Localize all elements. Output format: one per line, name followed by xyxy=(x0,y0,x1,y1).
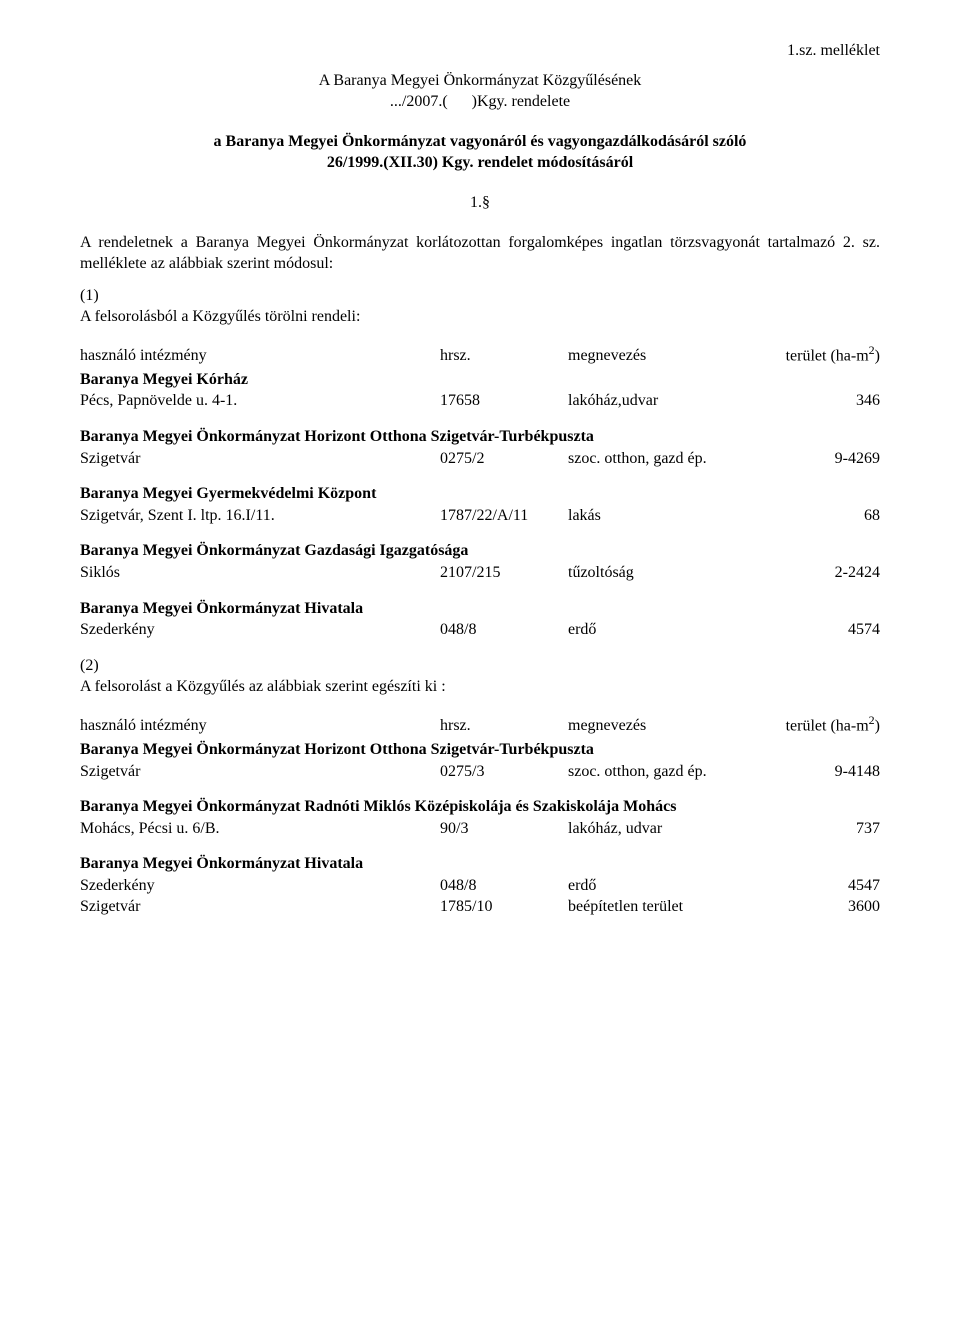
section-title: Baranya Megyei Önkormányzat Hivatala xyxy=(80,598,880,620)
list-header-row: használó intézmény hrsz. megnevezés terü… xyxy=(80,712,880,737)
property-location: Szigetvár xyxy=(80,448,440,470)
part-2-number: (2) xyxy=(80,655,880,677)
header-col-area: terület (ha-m2) xyxy=(784,712,880,737)
section-number: 1.§ xyxy=(80,192,880,214)
header-col-designation: megnevezés xyxy=(568,345,784,367)
header-date-prefix: .../2007.( xyxy=(390,93,448,110)
header-col-area: terület (ha-m2) xyxy=(784,342,880,367)
property-row: Szigetvár 1785/10 beépítetlen terület 36… xyxy=(80,896,880,918)
property-hrsz: 2107/215 xyxy=(440,562,568,584)
part-1-text: A felsorolásból a Közgyűlés törölni rend… xyxy=(80,306,880,328)
property-designation: tűzoltóság xyxy=(568,562,784,584)
property-designation: szoc. otthon, gazd ép. xyxy=(568,448,784,470)
property-hrsz: 048/8 xyxy=(440,619,568,641)
property-row: Siklós 2107/215 tűzoltóság 2-2424 xyxy=(80,562,880,584)
property-hrsz: 0275/2 xyxy=(440,448,568,470)
property-area: 737 xyxy=(784,818,880,840)
section-title: Baranya Megyei Önkormányzat Horizont Ott… xyxy=(80,739,880,761)
property-row: Pécs, Papnövelde u. 4-1. 17658 lakóház,u… xyxy=(80,390,880,412)
header-col-institution: használó intézmény xyxy=(80,715,440,737)
property-location: Mohács, Pécsi u. 6/B. xyxy=(80,818,440,840)
property-location: Pécs, Papnövelde u. 4-1. xyxy=(80,390,440,412)
property-area: 4574 xyxy=(784,619,880,641)
property-location: Szederkény xyxy=(80,875,440,897)
property-row: Szederkény 048/8 erdő 4547 xyxy=(80,875,880,897)
title-line-1: a Baranya Megyei Önkormányzat vagyonáról… xyxy=(80,131,880,153)
header-col-hrsz: hrsz. xyxy=(440,345,568,367)
area-label-prefix: terület (ha-m xyxy=(786,717,869,734)
property-hrsz: 1787/22/A/11 xyxy=(440,505,568,527)
section-title: Baranya Megyei Önkormányzat Hivatala xyxy=(80,853,880,875)
property-hrsz: 17658 xyxy=(440,390,568,412)
property-hrsz: 90/3 xyxy=(440,818,568,840)
section-title: Baranya Megyei Gyermekvédelmi Központ xyxy=(80,483,880,505)
property-designation: beépítetlen terület xyxy=(568,896,784,918)
property-row: Szigetvár 0275/2 szoc. otthon, gazd ép. … xyxy=(80,448,880,470)
header-date-suffix: )Kgy. rendelete xyxy=(472,93,570,110)
property-row: Szigetvár 0275/3 szoc. otthon, gazd ép. … xyxy=(80,761,880,783)
annex-label: 1.sz. melléklet xyxy=(80,40,880,62)
section-title: Baranya Megyei Kórház xyxy=(80,369,880,391)
property-row: Szederkény 048/8 erdő 4574 xyxy=(80,619,880,641)
list-header-row: használó intézmény hrsz. megnevezés terü… xyxy=(80,342,880,367)
header-col-institution: használó intézmény xyxy=(80,345,440,367)
property-designation: erdő xyxy=(568,619,784,641)
area-label-suffix: ) xyxy=(875,347,880,364)
title-line-2: 26/1999.(XII.30) Kgy. rendelet módosítás… xyxy=(80,152,880,174)
property-area: 3600 xyxy=(784,896,880,918)
section-title: Baranya Megyei Önkormányzat Gazdasági Ig… xyxy=(80,540,880,562)
property-area: 9-4269 xyxy=(784,448,880,470)
area-label-suffix: ) xyxy=(875,717,880,734)
section-title: Baranya Megyei Önkormányzat Radnóti Mikl… xyxy=(80,796,880,818)
property-designation: szoc. otthon, gazd ép. xyxy=(568,761,784,783)
part-2-text: A felsorolást a Közgyűlés az alábbiak sz… xyxy=(80,676,880,698)
property-area: 68 xyxy=(784,505,880,527)
section-title: Baranya Megyei Önkormányzat Horizont Ott… xyxy=(80,426,880,448)
property-area: 9-4148 xyxy=(784,761,880,783)
property-designation: erdő xyxy=(568,875,784,897)
header-col-designation: megnevezés xyxy=(568,715,784,737)
header-col-hrsz: hrsz. xyxy=(440,715,568,737)
property-hrsz: 1785/10 xyxy=(440,896,568,918)
property-location: Szigetvár xyxy=(80,896,440,918)
property-location: Siklós xyxy=(80,562,440,584)
intro-paragraph: A rendeletnek a Baranya Megyei Önkormány… xyxy=(80,232,880,275)
property-location: Szederkény xyxy=(80,619,440,641)
property-location: Szigetvár xyxy=(80,761,440,783)
property-hrsz: 048/8 xyxy=(440,875,568,897)
header-line-2: .../2007.( )Kgy. rendelete xyxy=(80,91,880,113)
property-area: 346 xyxy=(784,390,880,412)
property-designation: lakóház,udvar xyxy=(568,390,784,412)
property-row: Szigetvár, Szent I. ltp. 16.I/11. 1787/2… xyxy=(80,505,880,527)
area-label-prefix: terület (ha-m xyxy=(786,347,869,364)
property-row: Mohács, Pécsi u. 6/B. 90/3 lakóház, udva… xyxy=(80,818,880,840)
property-location: Szigetvár, Szent I. ltp. 16.I/11. xyxy=(80,505,440,527)
property-designation: lakás xyxy=(568,505,784,527)
property-area: 4547 xyxy=(784,875,880,897)
part-1-number: (1) xyxy=(80,285,880,307)
property-hrsz: 0275/3 xyxy=(440,761,568,783)
property-designation: lakóház, udvar xyxy=(568,818,784,840)
header-line-1: A Baranya Megyei Önkormányzat Közgyűlésé… xyxy=(80,70,880,92)
property-area: 2-2424 xyxy=(784,562,880,584)
